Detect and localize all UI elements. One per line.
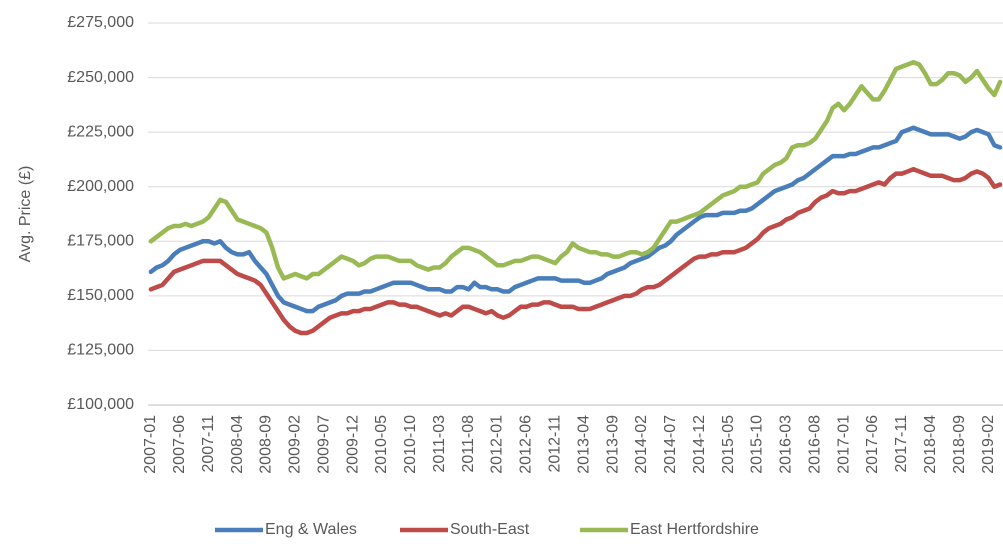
x-tick-label: 2010-05 xyxy=(373,415,390,474)
x-tick-label: 2015-05 xyxy=(720,415,737,474)
x-tick-label: 2016-03 xyxy=(778,415,795,474)
x-tick-label: 2012-06 xyxy=(518,415,535,474)
series-line xyxy=(148,60,1003,281)
x-tick-label: 2007-01 xyxy=(142,415,159,474)
x-tick-label: 2010-10 xyxy=(402,415,419,474)
x-tick-label: 2012-11 xyxy=(546,415,563,473)
x-tick-label: 2007-11 xyxy=(200,415,217,473)
x-tick-label: 2009-07 xyxy=(315,415,332,474)
x-tick-label: 2013-04 xyxy=(575,415,592,474)
x-tick-label: 2008-04 xyxy=(229,415,246,474)
x-tick-label: 2013-09 xyxy=(604,415,621,474)
x-tick-label: 2007-06 xyxy=(171,415,188,474)
x-tick-label: 2014-02 xyxy=(633,415,650,474)
x-tick-label: 2012-01 xyxy=(489,415,506,474)
y-tick-label: £275,000 xyxy=(67,14,134,31)
x-tick-label: 2011-08 xyxy=(460,415,477,473)
x-tick-label: 2017-01 xyxy=(835,415,852,474)
x-tick-label: 2017-11 xyxy=(893,415,910,473)
y-tick-label: £175,000 xyxy=(67,233,134,250)
x-tick-label: 2011-03 xyxy=(431,415,448,473)
legend-label: South-East xyxy=(450,521,530,538)
y-tick-label: £125,000 xyxy=(67,342,134,359)
y-tick-label: £200,000 xyxy=(67,178,134,195)
x-tick-label: 2009-12 xyxy=(344,415,361,474)
series-line xyxy=(148,125,1003,314)
x-tick-label: 2019-02 xyxy=(980,415,997,474)
x-tick-label: 2015-10 xyxy=(749,415,766,474)
x-tick-label: 2017-06 xyxy=(864,415,881,474)
y-tick-label: £225,000 xyxy=(67,123,134,140)
legend-label: Eng & Wales xyxy=(265,521,357,538)
legend-label: East Hertfordshire xyxy=(630,521,759,538)
x-tick-label: 2009-02 xyxy=(287,415,304,474)
series-line xyxy=(148,167,1003,336)
y-tick-label: £150,000 xyxy=(67,287,134,304)
y-tick-label: £100,000 xyxy=(67,396,134,413)
x-tick-label: 2018-09 xyxy=(951,415,968,474)
x-tick-label: 2014-07 xyxy=(662,415,679,474)
x-tick-label: 2008-09 xyxy=(258,415,275,474)
y-tick-label: £250,000 xyxy=(67,69,134,86)
x-tick-label: 2018-04 xyxy=(922,415,939,474)
y-axis-title: Avg. Price (£) xyxy=(17,166,34,263)
x-tick-label: 2016-08 xyxy=(806,415,823,474)
x-tick-label: 2014-12 xyxy=(691,415,708,474)
